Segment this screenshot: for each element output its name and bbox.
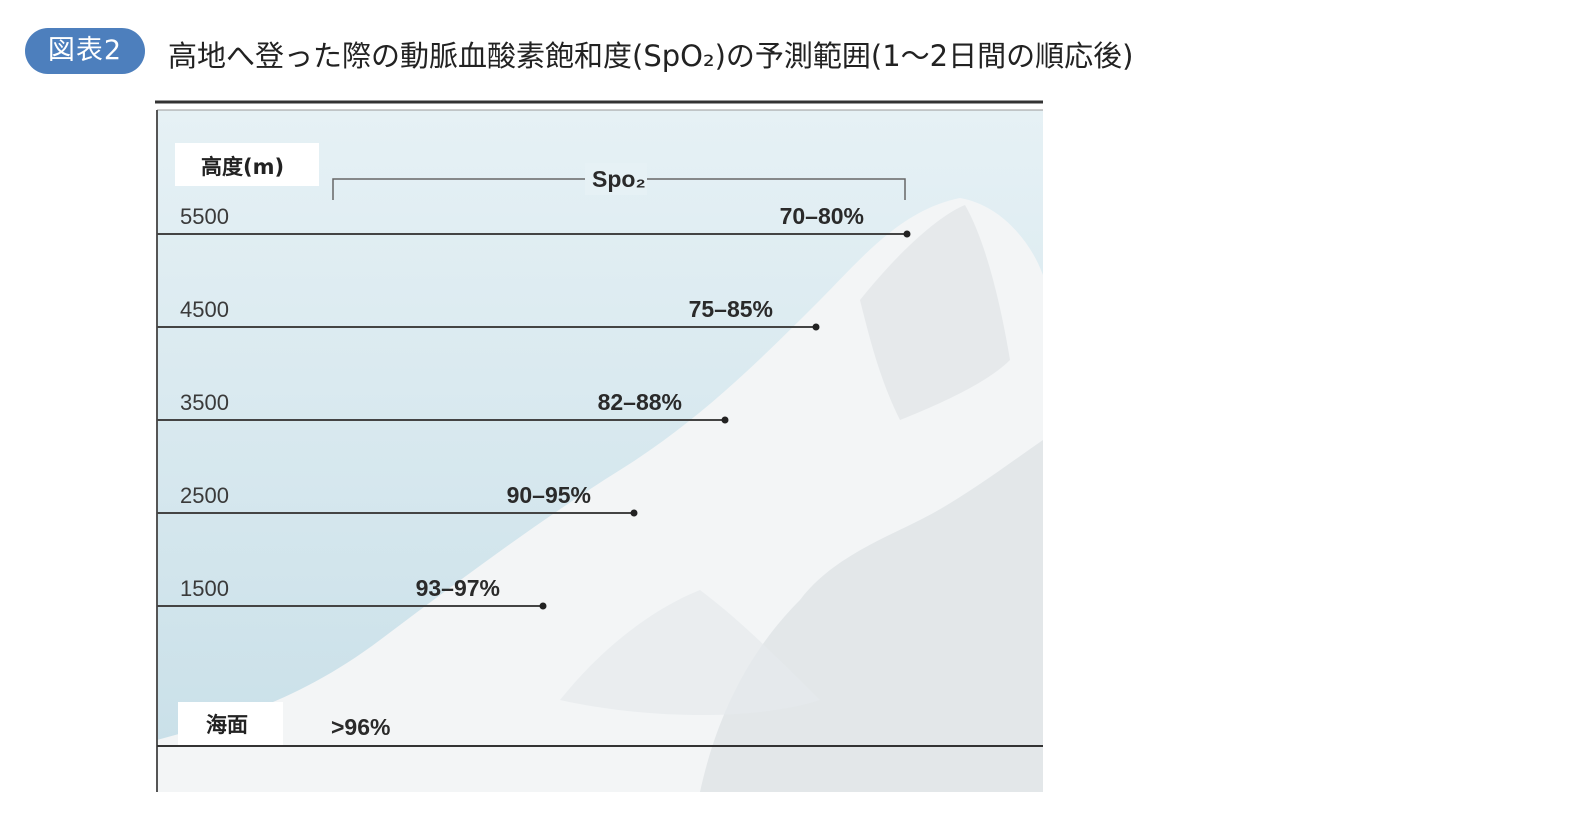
mountain-slope-shading — [560, 590, 820, 715]
altitude-bar-end-dot — [812, 323, 820, 331]
y-axis-title-box — [175, 143, 319, 186]
spo2-range-label: 70–80% — [780, 203, 864, 229]
spo2-range-label: 75–85% — [689, 296, 773, 322]
mountain-ridge-shading — [860, 205, 1010, 420]
altitude-bar-end-dot — [539, 602, 547, 610]
altitude-tick-label: 1500 — [180, 576, 229, 601]
sea-level-value: >96% — [331, 714, 390, 740]
altitude-tick-label: 4500 — [180, 297, 229, 322]
spo2-range-label: 82–88% — [598, 389, 682, 415]
altitude-tick-label: 3500 — [180, 390, 229, 415]
altitude-bar-end-dot — [721, 416, 729, 424]
altitude-tick-label: 2500 — [180, 483, 229, 508]
spo2-header-bg — [585, 163, 647, 195]
figure-title: 高地へ登った際の動脈血酸素飽和度(SpO₂)の予測範囲(1～2日間の順応後) — [168, 39, 1134, 73]
altitude-bar-end-dot — [630, 509, 638, 517]
altitude-tick-label: 5500 — [180, 204, 229, 229]
spo2-range-label: 90–95% — [507, 482, 591, 508]
spo2-header: Spo₂ — [592, 166, 646, 192]
spo2-range-label: 93–97% — [416, 575, 500, 601]
sea-level-label: 海面 — [206, 713, 248, 737]
sea-level-label-box — [178, 702, 283, 745]
altitude-bar-end-dot — [903, 230, 911, 238]
figure-badge: 図表2 — [25, 28, 145, 74]
y-axis-title: 高度(m) — [201, 155, 284, 179]
